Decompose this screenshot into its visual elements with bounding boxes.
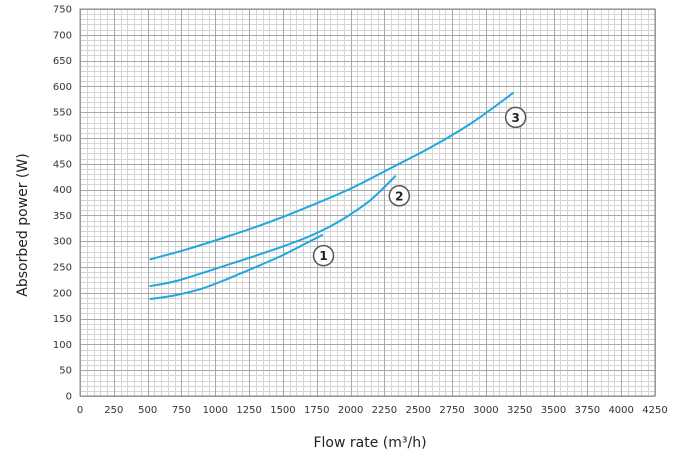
y-tick-label: 750 [53, 5, 72, 16]
series-label-1: 1 [319, 249, 327, 263]
plot-frame [79, 8, 656, 397]
y-tick-label: 600 [53, 82, 72, 93]
x-tick-label: 2000 [338, 405, 363, 416]
y-tick-label: 150 [53, 314, 72, 325]
x-tick-label: 2750 [439, 405, 464, 416]
x-tick-label: 3250 [507, 405, 532, 416]
y-tick-label: 450 [53, 159, 72, 170]
x-tick-label: 750 [172, 405, 191, 416]
y-tick-label: 700 [53, 30, 72, 41]
y-tick-label: 50 [59, 366, 72, 377]
series-label-3: 3 [511, 111, 519, 125]
y-tick-label: 0 [66, 392, 72, 403]
y-tick-label: 300 [53, 237, 72, 248]
y-tick-label: 350 [53, 211, 72, 222]
x-tick-label: 250 [104, 405, 123, 416]
series-lines [149, 92, 514, 300]
x-tick-label: 0 [77, 405, 83, 416]
y-axis-ticks: 0 50 100 150 200 250 300 350 400 450 500 550 600 650 7… [53, 5, 72, 403]
x-tick-label: 4000 [608, 405, 633, 416]
x-tick-label: 3000 [473, 405, 498, 416]
series-labels: 1 2 3 [312, 106, 527, 267]
x-tick-label: 1250 [236, 405, 261, 416]
x-tick-label: 4250 [642, 405, 667, 416]
y-tick-label: 650 [53, 56, 72, 67]
y-tick-label: 100 [53, 340, 72, 351]
series-label-2: 2 [395, 189, 403, 203]
y-tick-label: 550 [53, 108, 72, 119]
x-tick-label: 2500 [406, 405, 431, 416]
x-axis-title: Flow rate (m³/h) [313, 435, 426, 451]
series-label-badge-3 [504, 106, 527, 129]
x-tick-label: 3750 [575, 405, 600, 416]
x-tick-label: 500 [138, 405, 157, 416]
y-tick-label: 200 [53, 288, 72, 299]
series-line-1 [149, 234, 324, 300]
series-line-3 [149, 92, 514, 261]
x-tick-label: 1750 [304, 405, 329, 416]
y-tick-label: 500 [53, 134, 72, 145]
minor-grid [80, 9, 656, 397]
x-tick-label: 1500 [270, 405, 295, 416]
y-tick-label: 400 [53, 185, 72, 196]
y-tick-label: 250 [53, 263, 72, 274]
series-label-badge-1 [312, 244, 335, 267]
x-tick-label: 1000 [203, 405, 228, 416]
x-axis-ticks: 0 250 500 750 1000 1250 1500 1750 2000 2250 2500 27… [77, 405, 668, 416]
x-tick-label: 3500 [541, 405, 566, 416]
x-tick-label: 2250 [372, 405, 397, 416]
y-axis-title: Absorbed power (W) [15, 153, 31, 296]
series-label-badge-2 [388, 185, 411, 207]
series-line-2 [149, 175, 397, 288]
